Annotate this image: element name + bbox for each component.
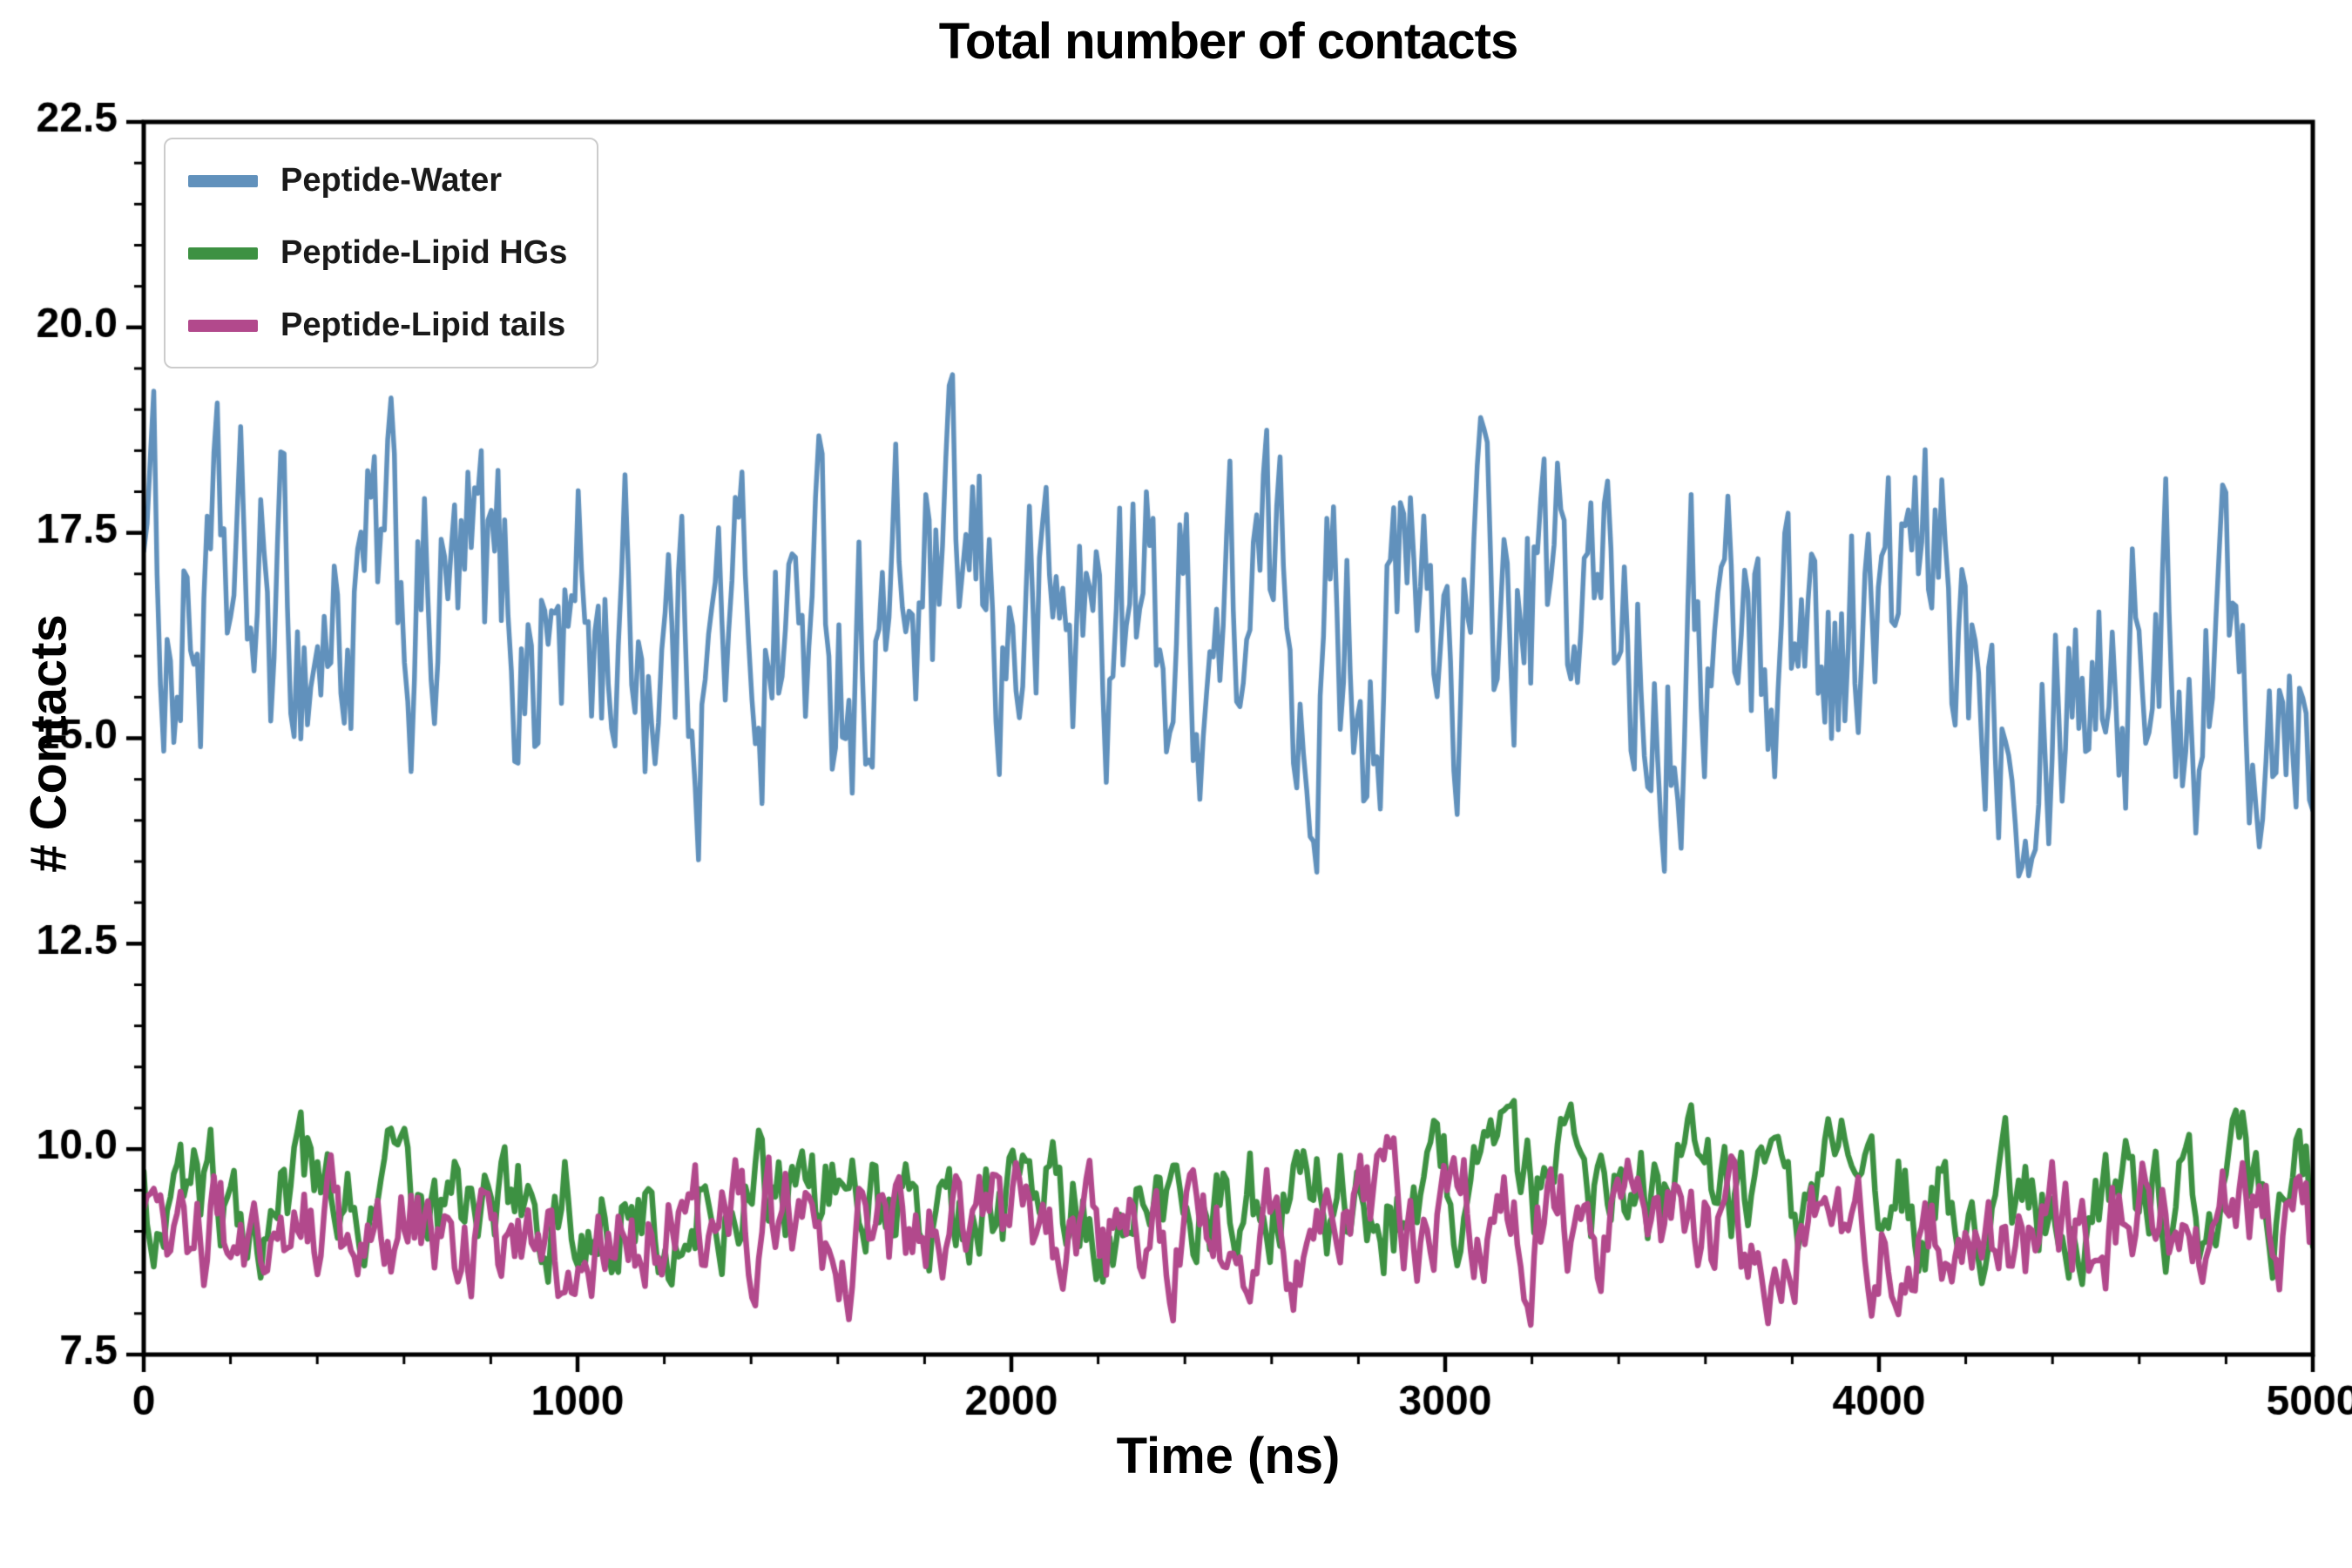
chart-title: Total number of contacts: [938, 13, 1519, 70]
legend-swatch-icon: [188, 247, 258, 260]
x-axis-label: Time (ns): [1116, 1428, 1341, 1484]
legend-swatch-icon: [188, 319, 258, 332]
legend-swatch-icon: [188, 174, 258, 187]
legend-label: Peptide-Lipid tails: [280, 307, 566, 343]
legend-item: Peptide-Water: [188, 162, 567, 199]
legend-label: Peptide-Water: [280, 162, 503, 199]
legend: Peptide-Water Peptide-Lipid HGs Peptide-Li…: [164, 138, 599, 368]
legend-label: Peptide-Lipid HGs: [280, 234, 568, 271]
legend-item: Peptide-Lipid HGs: [188, 234, 567, 272]
legend-item: Peptide-Lipid tails: [188, 307, 567, 344]
y-axis-label: # Contacts: [20, 614, 78, 873]
